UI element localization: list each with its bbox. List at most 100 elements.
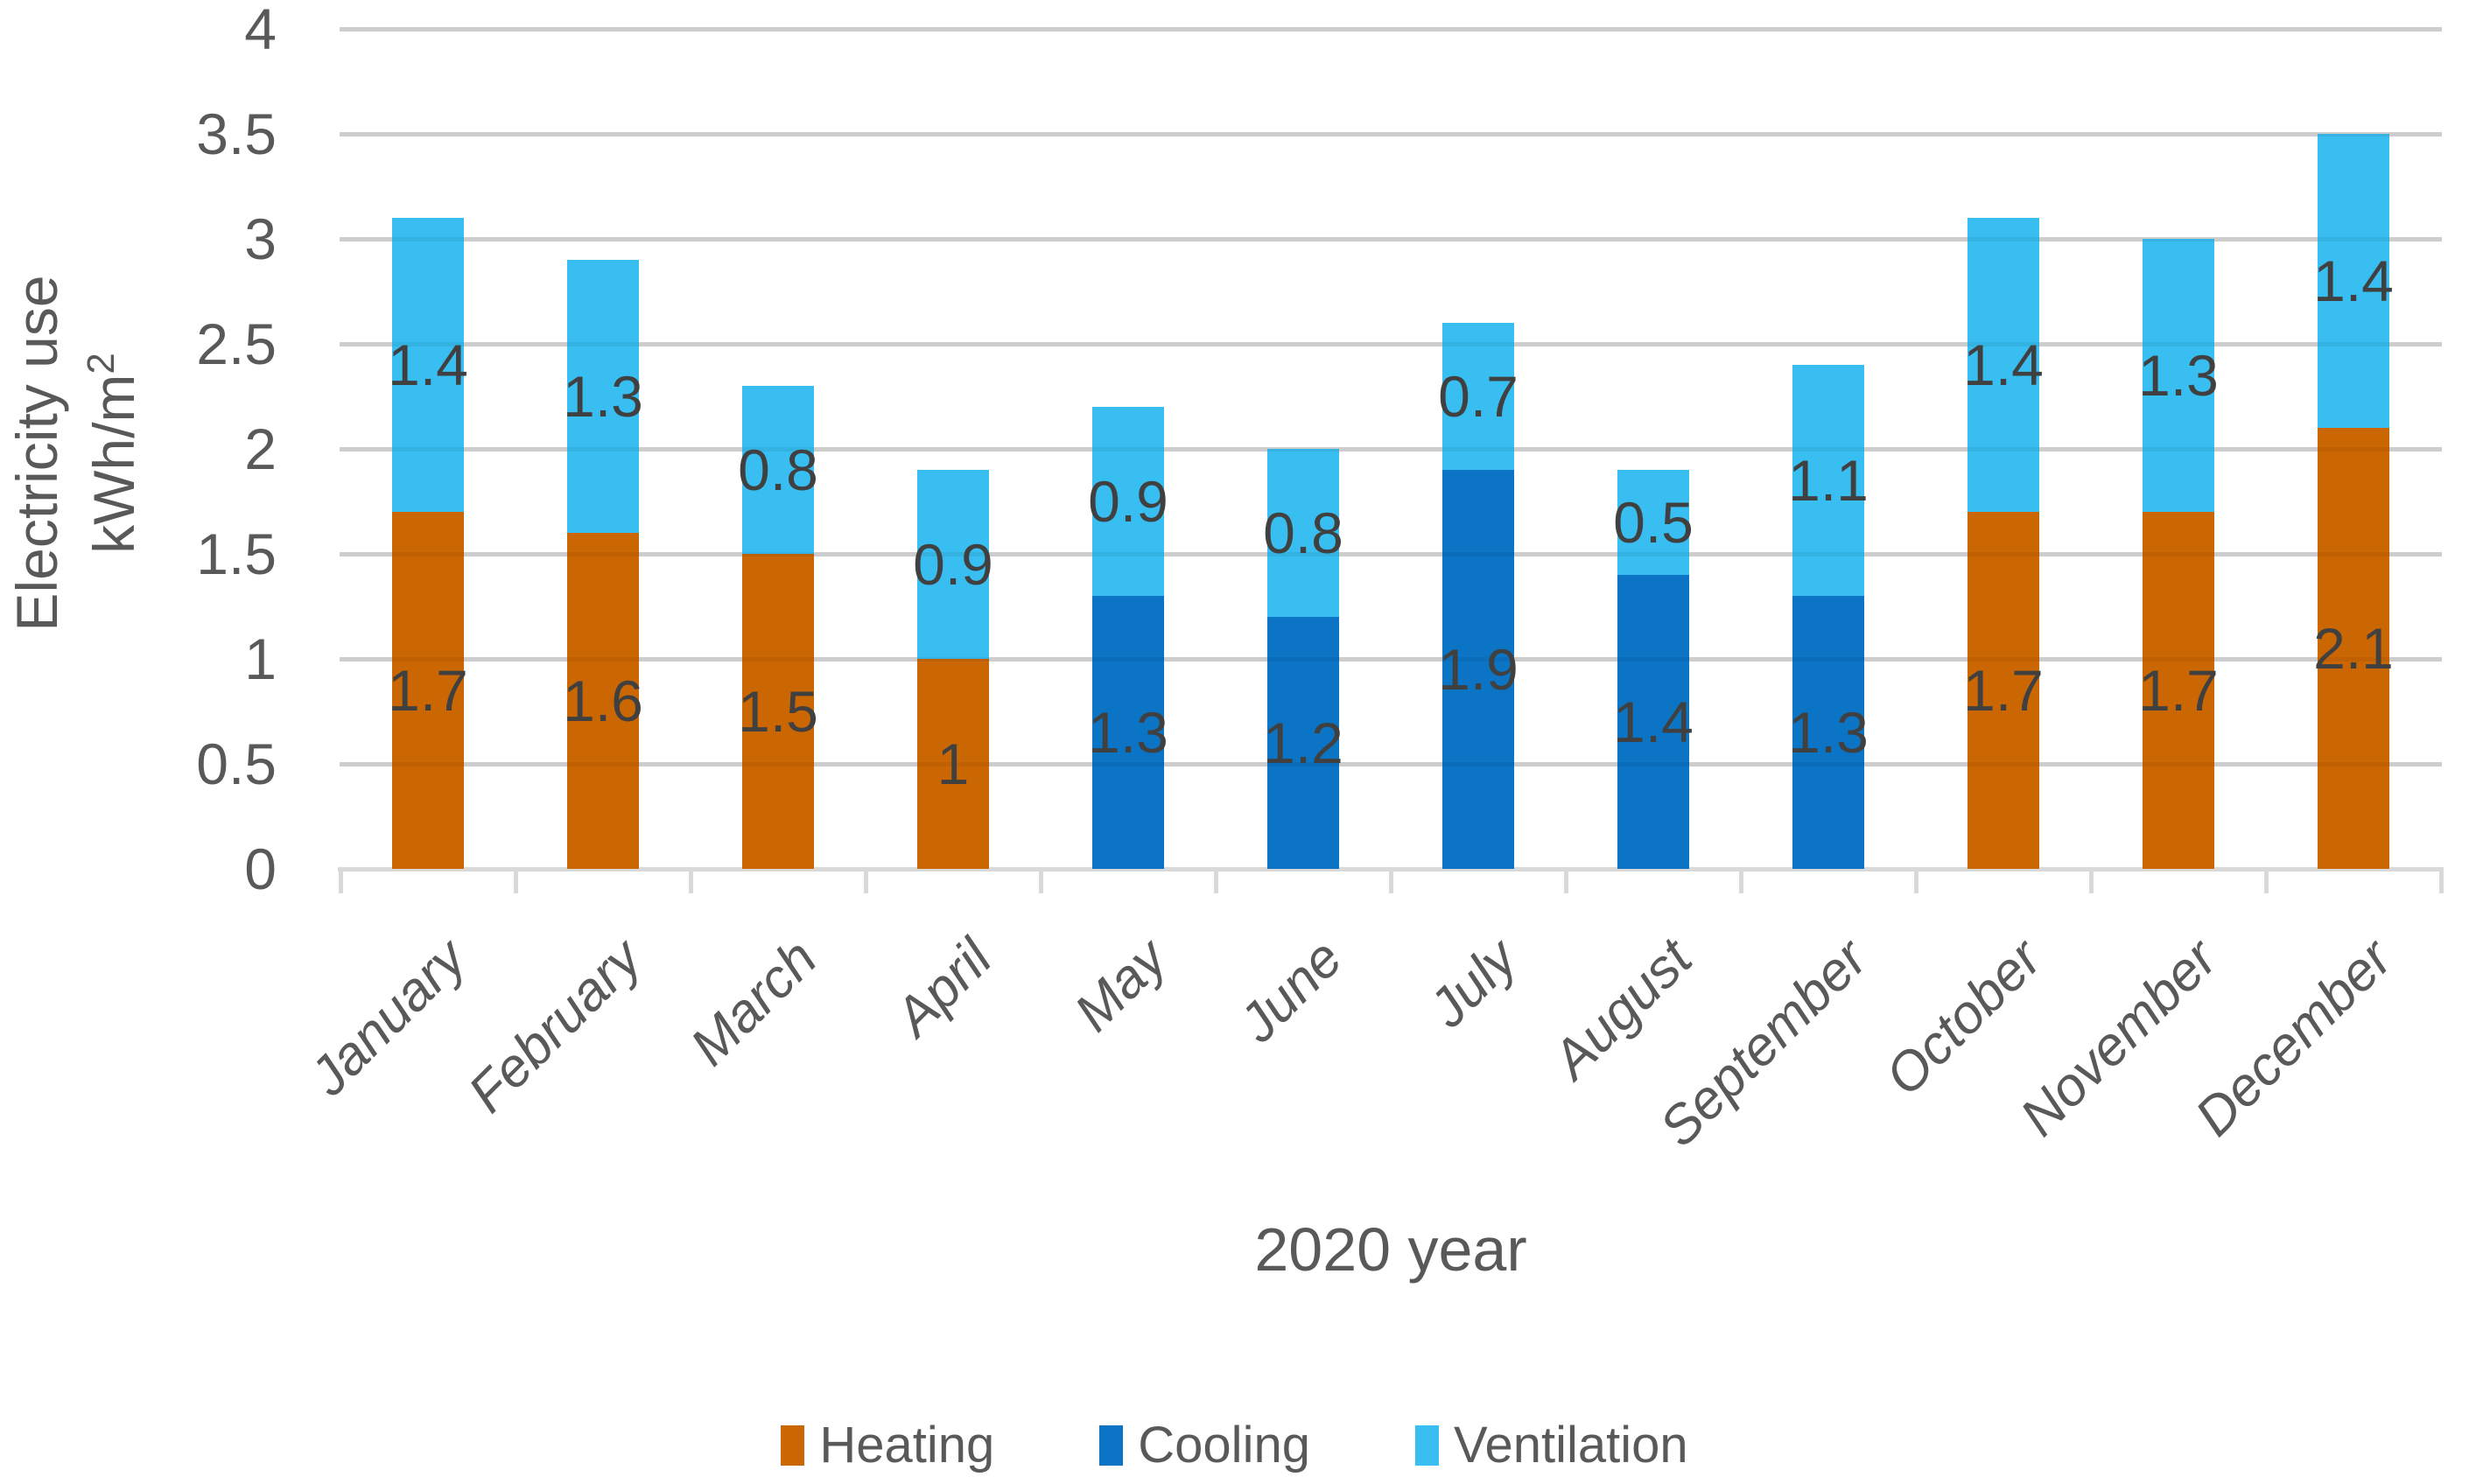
bar-segment-ventilation-april: [917, 470, 989, 659]
data-label: 1.4: [2313, 248, 2394, 313]
bar-segment-heating-february: [567, 533, 639, 869]
data-label: 1.3: [563, 364, 643, 429]
data-label: 2.1: [2313, 616, 2394, 681]
bar-segment-cooling-june: [1267, 617, 1339, 869]
gridline: [340, 657, 2442, 662]
gridline-overlay: [340, 132, 2442, 136]
legend-swatch-heating: [781, 1424, 805, 1466]
legend-item-ventilation: Ventilation: [1414, 1416, 1688, 1474]
x-tick-label-may: May: [1063, 928, 1179, 1044]
x-tick-label-july: July: [1417, 928, 1529, 1040]
x-axis-tick: [1739, 869, 1743, 893]
gridline-overlay: [340, 447, 2442, 452]
data-label: 1.1: [1788, 448, 1869, 513]
y-tick-label: 3: [244, 206, 277, 271]
x-axis-tick: [514, 869, 518, 893]
bar-segment-ventilation-february: [567, 260, 639, 533]
bar-segment-ventilation-september: [1792, 365, 1864, 596]
bar-segment-cooling-july: [1442, 470, 1514, 869]
data-label: 0.5: [1613, 490, 1694, 555]
bar-segment-ventilation-august: [1617, 470, 1689, 575]
data-label: 0.8: [738, 438, 818, 502]
data-label: 1.5: [738, 679, 818, 744]
gridline-overlay: [340, 237, 2442, 242]
data-label: 1.6: [563, 668, 643, 733]
bar-segment-ventilation-december: [2318, 134, 2389, 428]
gridline-overlay: [340, 762, 2442, 766]
bar-segment-heating-march: [742, 554, 814, 869]
legend-swatch-ventilation: [1414, 1424, 1439, 1466]
legend-label: Ventilation: [1453, 1417, 1688, 1474]
legend-item-cooling: Cooling: [1099, 1416, 1310, 1474]
data-label: 0.9: [1088, 469, 1168, 534]
legend-label: Cooling: [1138, 1417, 1310, 1474]
gridline: [340, 762, 2442, 766]
gridline-overlay: [340, 342, 2442, 346]
gridline: [340, 132, 2442, 136]
gridline-overlay: [340, 552, 2442, 556]
bar-segment-heating-january: [392, 512, 464, 869]
bar-segment-heating-november: [2143, 512, 2214, 869]
legend-label: Heating: [819, 1417, 995, 1474]
x-axis-tick: [1564, 869, 1568, 893]
x-tick-label-october: October: [1874, 928, 2054, 1108]
y-tick-label: 1.5: [196, 522, 277, 586]
gridline-overlay: [340, 657, 2442, 662]
bar-segment-cooling-august: [1617, 575, 1689, 869]
y-tick-label: 4: [244, 0, 277, 61]
bar-segment-cooling-may: [1092, 596, 1164, 869]
x-tick-label-august: August: [1541, 928, 1704, 1090]
data-label: 1.3: [1088, 700, 1168, 765]
gridline: [340, 552, 2442, 556]
legend-swatch-cooling: [1099, 1424, 1124, 1466]
gridline: [340, 342, 2442, 346]
y-tick-label: 2: [244, 416, 277, 481]
x-tick-label-january: January: [298, 928, 479, 1108]
x-axis-tick: [1214, 869, 1218, 893]
bar-segment-ventilation-march: [742, 386, 814, 554]
data-label: 1.3: [2138, 343, 2219, 408]
data-label: 1.4: [1613, 690, 1694, 754]
bar-segment-heating-april: [917, 659, 989, 869]
x-axis-tick: [689, 869, 693, 893]
data-label: 1.4: [388, 332, 468, 397]
data-label: 1.7: [388, 658, 468, 723]
x-axis-tick: [1389, 869, 1393, 893]
x-axis-tick: [1914, 869, 1918, 893]
x-tick-label-april: April: [883, 928, 1004, 1048]
x-axis-tick: [1039, 869, 1043, 893]
x-axis-tick: [864, 869, 868, 893]
x-axis-tick: [339, 869, 343, 893]
y-tick-label: 1: [244, 626, 277, 691]
bar-segment-ventilation-october: [1967, 218, 2039, 512]
gridline-overlay: [340, 27, 2442, 32]
data-label: 1.4: [1963, 332, 2044, 397]
data-label: 1.3: [1788, 700, 1869, 765]
bar-segment-cooling-september: [1792, 596, 1864, 869]
x-axis-tick: [2439, 869, 2444, 893]
y-tick-label: 3.5: [196, 102, 277, 166]
gridline: [340, 237, 2442, 242]
legend: Heating Cooling Ventilation: [0, 1416, 2469, 1474]
x-tick-label-march: March: [678, 928, 829, 1078]
data-label: 1.7: [2138, 658, 2219, 723]
bar-segment-heating-october: [1967, 512, 2039, 869]
gridline: [340, 27, 2442, 32]
data-label: 1: [936, 732, 970, 796]
y-tick-label: 0: [244, 836, 277, 901]
data-label: 1.9: [1438, 637, 1519, 702]
y-tick-label: 0.5: [196, 732, 277, 796]
bar-segment-ventilation-june: [1267, 449, 1339, 617]
data-label: 0.7: [1438, 364, 1519, 429]
bar-segment-ventilation-november: [2143, 239, 2214, 512]
x-tick-label-february: February: [457, 928, 654, 1124]
data-label: 1.7: [1963, 658, 2044, 723]
bar-segment-ventilation-july: [1442, 323, 1514, 470]
x-tick-label-june: June: [1227, 928, 1354, 1054]
bar-segment-ventilation-may: [1092, 407, 1164, 596]
x-axis-tick: [2264, 869, 2269, 893]
x-axis-title: 2020 year: [1254, 1215, 1527, 1284]
data-label: 0.8: [1263, 500, 1343, 565]
bar-segment-heating-december: [2318, 428, 2389, 869]
